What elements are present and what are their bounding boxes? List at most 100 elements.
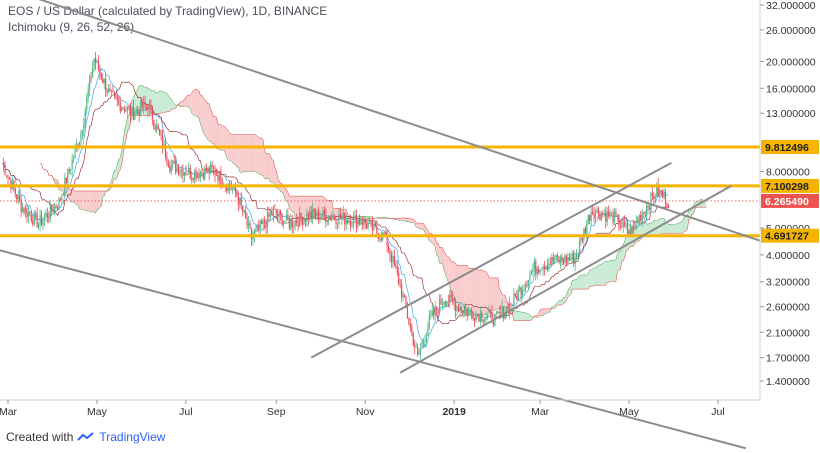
tradingview-brand-link[interactable]: TradingView	[99, 430, 166, 444]
ascending-channel-lower-line[interactable]	[399, 185, 732, 374]
level-price-tag: 4.691727	[761, 228, 819, 243]
candle	[211, 161, 213, 173]
candle	[280, 209, 282, 221]
candle	[293, 222, 295, 234]
candle	[482, 319, 484, 325]
candle	[396, 260, 398, 277]
candle	[256, 223, 258, 232]
candle	[109, 83, 111, 93]
candle	[348, 217, 350, 225]
y-tick-label: 4.000000	[766, 250, 810, 262]
candle	[323, 205, 325, 221]
candle	[640, 210, 642, 221]
candle	[485, 312, 487, 324]
candle	[285, 209, 288, 221]
candle	[357, 218, 359, 230]
horizontal-levels[interactable]	[0, 145, 760, 238]
candle	[567, 252, 569, 267]
candle	[473, 317, 476, 328]
candle	[274, 204, 276, 210]
candle	[627, 220, 629, 235]
candle	[8, 176, 11, 180]
indicator-label: Ichimoku (9, 26, 52, 26)	[8, 20, 135, 34]
candle	[7, 174, 9, 185]
candle	[242, 205, 244, 217]
candle	[449, 290, 451, 309]
price-axis: 32.000000 26.000000 20.000000 16.000000 13.0…	[759, 0, 820, 400]
candle	[373, 219, 375, 231]
ichimoku-lines	[2, 67, 707, 349]
candle	[126, 105, 129, 118]
candle	[571, 250, 573, 263]
candle	[456, 304, 458, 316]
last-price-tag: 6.265490	[761, 193, 819, 208]
candle	[90, 71, 92, 83]
candle	[358, 214, 360, 226]
candle	[574, 252, 576, 272]
candle	[354, 209, 356, 218]
candle	[312, 202, 314, 225]
candle	[239, 197, 241, 210]
candle	[189, 164, 191, 180]
candle	[564, 252, 566, 265]
level-price-tag-text: 9.812496	[765, 142, 809, 154]
descending-channel-upper-line[interactable]	[0, 0, 777, 248]
candle	[258, 219, 260, 234]
candle	[527, 279, 530, 291]
candle	[616, 213, 619, 222]
descending-channel-lower-line[interactable]	[0, 249, 746, 450]
candle	[332, 209, 334, 219]
candle	[176, 162, 178, 174]
candle	[543, 260, 546, 276]
x-tick-label: Nov	[356, 406, 375, 418]
candle	[81, 129, 83, 140]
y-tick-label: 1.700000	[766, 353, 810, 365]
candle	[198, 168, 200, 182]
trend-lines[interactable]	[0, 0, 777, 450]
candle	[434, 301, 436, 322]
candle	[180, 165, 183, 179]
candle	[313, 208, 315, 219]
candle	[298, 206, 301, 228]
candle	[217, 170, 219, 186]
candle	[446, 300, 448, 308]
y-tick-label: 3.200000	[766, 277, 810, 289]
candle	[344, 212, 346, 231]
candle	[638, 213, 640, 226]
candle	[447, 294, 449, 308]
candle	[300, 212, 302, 226]
candle	[161, 129, 164, 154]
candle	[45, 209, 47, 219]
last-price-tag-text: 6.265490	[765, 196, 809, 208]
candle	[431, 304, 433, 318]
candle	[131, 105, 133, 117]
candle	[546, 259, 549, 272]
candle	[462, 310, 464, 318]
candle	[570, 253, 572, 261]
candle	[154, 123, 156, 132]
candle	[71, 153, 73, 177]
candle	[364, 216, 366, 230]
ascending-channel-upper-line[interactable]	[310, 162, 672, 359]
candle	[663, 187, 665, 200]
candle	[651, 186, 653, 201]
candle	[282, 220, 285, 229]
ichimoku-cloud	[40, 85, 707, 321]
candle	[192, 177, 194, 183]
candle	[590, 205, 592, 227]
candle	[336, 221, 339, 231]
candle	[427, 322, 429, 336]
candle	[551, 254, 553, 268]
candle	[666, 202, 668, 209]
candle	[395, 260, 397, 269]
candle	[530, 269, 532, 275]
candle	[511, 303, 514, 307]
y-tick-label: 2.600000	[766, 302, 810, 314]
y-tick-label: 2.100000	[766, 327, 810, 339]
candle	[150, 99, 152, 114]
candle	[559, 254, 562, 269]
candle	[36, 207, 38, 228]
candle	[23, 206, 25, 216]
candle	[27, 205, 30, 224]
